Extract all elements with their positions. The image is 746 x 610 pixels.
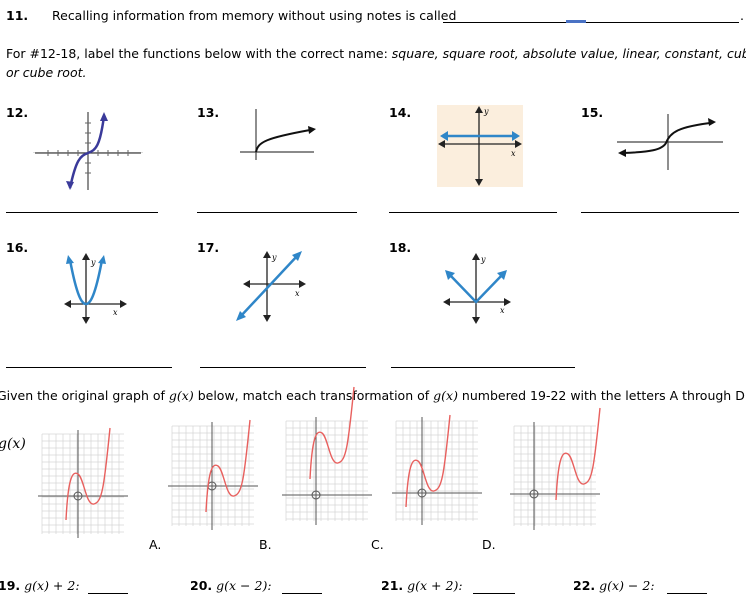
q21: 21. g(x + 2): (381, 578, 463, 593)
q11-period: . (740, 8, 744, 23)
origin-marker (417, 488, 427, 498)
instructions-line1: For #12-18, label the functions below wi… (6, 46, 746, 61)
red-curve (205, 419, 251, 513)
q17-answer-blank[interactable] (200, 367, 366, 368)
letter-b: B. (259, 537, 272, 552)
linear-y-label: y (271, 253, 277, 262)
q12-answer-blank[interactable] (6, 212, 158, 213)
q22-number: 22. (573, 578, 596, 593)
q18-answer-blank[interactable] (391, 367, 575, 368)
instructions-prefix: For #12-18, label the functions below wi… (6, 46, 392, 61)
transform-intro: Given the original graph of g(x) below, … (0, 388, 746, 403)
q22: 22. g(x) − 2: (573, 578, 655, 593)
square-y-label: y (90, 258, 96, 267)
q11-answer-blank[interactable] (443, 22, 739, 23)
grid (513, 425, 596, 526)
q19-number: 19. (0, 578, 21, 593)
origin-marker (73, 491, 83, 501)
red-curve (555, 407, 601, 501)
graph-option-b (282, 386, 372, 525)
q14-number: 14. (389, 105, 412, 120)
intro-part-c: numbered 19-22 with the letters A throug… (457, 388, 746, 403)
constant-graph: y x (437, 105, 523, 187)
intro-part-a: Given the original graph of (0, 388, 169, 403)
absolute-value-graph: y x (443, 253, 511, 324)
red-curve (65, 427, 111, 521)
q16-number: 16. (6, 240, 29, 255)
constant-y-label: y (483, 107, 489, 116)
red-curve (309, 386, 355, 480)
abs-x-label: x (500, 306, 505, 315)
grid (171, 425, 254, 526)
q22-expr: g(x) − 2: (599, 578, 655, 593)
q19: 19. g(x) + 2: (0, 578, 80, 593)
q18-number: 18. (389, 240, 412, 255)
q19-expr: g(x) + 2: (24, 578, 80, 593)
graph-g-original (38, 427, 128, 538)
q21-number: 21. (381, 578, 404, 593)
q20: 20. g(x − 2): (190, 578, 272, 593)
grid (285, 420, 368, 521)
graph-option-a (168, 419, 258, 530)
q20-answer-blank[interactable] (282, 593, 322, 594)
q11-number: 11. (6, 8, 29, 23)
square-root-graph (240, 109, 316, 160)
origin-marker (311, 490, 321, 500)
instructions-line2: or cube root. (6, 65, 87, 80)
constant-x-label: x (511, 149, 516, 158)
q14-answer-blank[interactable] (389, 212, 557, 213)
letter-c: C. (371, 537, 384, 552)
grid (41, 433, 124, 534)
intro-g2: g(x) (433, 388, 458, 403)
cursor-mark (566, 20, 586, 23)
origin-marker (529, 489, 539, 499)
cube-root-graph (617, 114, 723, 170)
intro-part-b: below, match each transformation of (193, 388, 434, 403)
q22-answer-blank[interactable] (667, 593, 707, 594)
function-names: square, square root, absolute value, lin… (391, 46, 746, 61)
g-original-label: g(x) (0, 436, 26, 452)
cube-graph (33, 112, 143, 190)
q13-number: 13. (197, 105, 220, 120)
q12-number: 12. (6, 105, 29, 120)
q20-number: 20. (190, 578, 213, 593)
letter-a: A. (149, 537, 162, 552)
square-x-label: x (113, 308, 118, 317)
q15-answer-blank[interactable] (581, 212, 739, 213)
q16-answer-blank[interactable] (6, 367, 172, 368)
square-graph: y x (64, 253, 127, 324)
linear-x-label: x (295, 289, 300, 298)
linear-graph: y x (236, 251, 306, 322)
graph-option-c (392, 414, 482, 525)
grid (395, 420, 478, 521)
red-curve (405, 414, 451, 508)
q11-text: Recalling information from memory withou… (52, 8, 457, 23)
letter-d: D. (482, 537, 496, 552)
q13-answer-blank[interactable] (197, 212, 357, 213)
q21-answer-blank[interactable] (473, 593, 515, 594)
q15-number: 15. (581, 105, 604, 120)
intro-g1: g(x) (168, 388, 194, 403)
graph-option-d (510, 407, 601, 530)
abs-y-label: y (480, 255, 486, 264)
q20-expr: g(x − 2): (216, 578, 272, 593)
q21-expr: g(x + 2): (407, 578, 463, 593)
q19-answer-blank[interactable] (88, 593, 128, 594)
q17-number: 17. (197, 240, 220, 255)
